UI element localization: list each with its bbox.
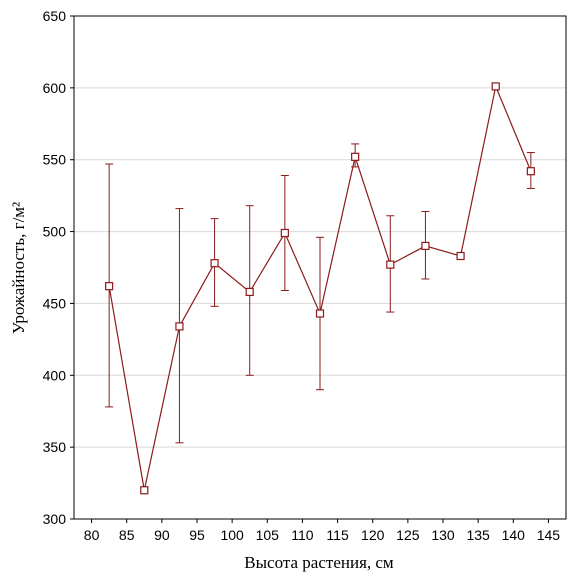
y-tick-label: 600 — [43, 80, 67, 96]
x-tick-label: 110 — [291, 527, 314, 543]
x-axis-ticks: 80 85 90 95 100 105 110 115 120 125 130 135 140 145 — [84, 519, 561, 543]
x-tick-label: 130 — [431, 527, 455, 543]
data-point-marker — [526, 167, 535, 176]
y-tick-label: 400 — [43, 367, 67, 383]
x-tick-label: 95 — [189, 527, 205, 543]
x-tick-label: 125 — [396, 527, 420, 543]
y-tick-label: 500 — [43, 224, 67, 240]
data-point-marker — [456, 251, 465, 261]
data-markers — [105, 82, 535, 495]
x-tick-label: 80 — [84, 527, 100, 543]
data-point-marker — [140, 486, 149, 495]
x-tick-label: 85 — [119, 527, 135, 543]
data-point-marker — [105, 282, 114, 291]
data-point-marker — [421, 241, 430, 251]
data-point-marker — [210, 259, 219, 268]
x-axis-title: Высота растения, см — [244, 553, 394, 572]
data-point-marker — [245, 287, 254, 297]
data-point-marker — [175, 322, 184, 331]
x-tick-label: 115 — [326, 527, 349, 543]
x-tick-label: 120 — [361, 527, 385, 543]
x-tick-label: 90 — [154, 527, 170, 543]
x-tick-label: 100 — [220, 527, 244, 543]
y-tick-label: 350 — [43, 439, 67, 455]
data-point-marker — [280, 228, 289, 238]
data-point-marker — [351, 152, 360, 161]
y-tick-label: 650 — [43, 8, 67, 24]
y-tick-label: 450 — [43, 295, 67, 311]
y-tick-label: 550 — [43, 152, 67, 168]
x-tick-label: 105 — [256, 527, 280, 543]
y-axis-ticks: 300 350 400 450 500 550 600 650 — [43, 8, 74, 527]
data-point-marker — [491, 82, 500, 91]
error-bars — [105, 143, 535, 444]
y-tick-label: 300 — [43, 511, 67, 527]
plot-frame — [73, 15, 567, 520]
data-point-marker — [315, 309, 325, 318]
x-tick-label: 145 — [537, 527, 561, 543]
x-tick-label: 135 — [466, 527, 490, 543]
y-axis-title: Урожайность, г/м² — [9, 202, 28, 334]
data-point-marker — [386, 260, 395, 269]
x-tick-label: 140 — [502, 527, 526, 543]
